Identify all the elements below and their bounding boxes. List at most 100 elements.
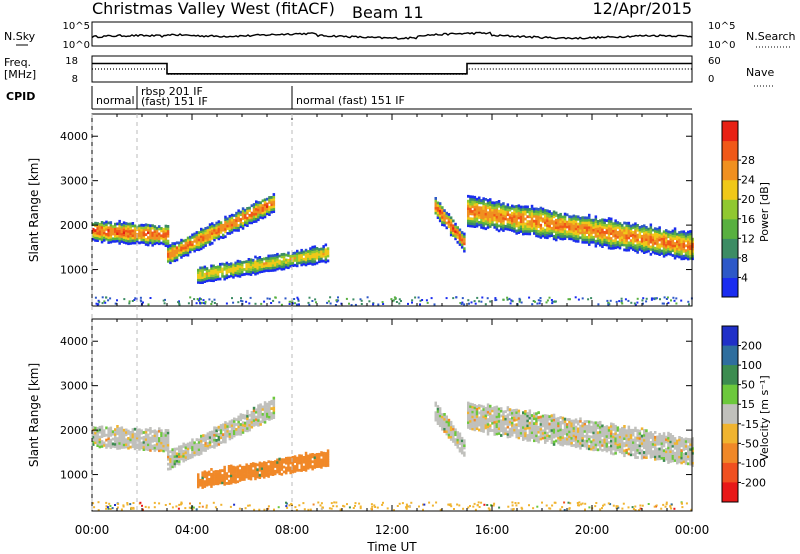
echo-cell bbox=[629, 227, 633, 230]
echo-cell bbox=[318, 253, 321, 256]
echo-cell bbox=[193, 441, 196, 445]
echo-cell bbox=[236, 264, 240, 268]
echo-cell bbox=[473, 423, 477, 427]
echo-cell bbox=[585, 446, 589, 450]
echo-cell bbox=[217, 232, 221, 236]
echo-cell bbox=[533, 224, 536, 228]
echo-cell bbox=[237, 430, 240, 433]
echo-cell bbox=[572, 219, 576, 223]
echo-cell bbox=[585, 218, 589, 222]
echo-cell bbox=[517, 231, 521, 234]
scatter-cell bbox=[666, 296, 669, 299]
echo-cell bbox=[197, 241, 201, 244]
echo-cell bbox=[160, 446, 163, 450]
echo-cell bbox=[557, 436, 560, 440]
echo-cell bbox=[469, 219, 472, 223]
echo-cell bbox=[484, 222, 488, 226]
echo-cell bbox=[111, 230, 115, 233]
echo-cell bbox=[280, 460, 284, 464]
echo-cell bbox=[577, 434, 580, 438]
echo-cell bbox=[103, 231, 106, 235]
echo-cell bbox=[249, 462, 253, 466]
echo-cell bbox=[524, 212, 527, 216]
echo-cell bbox=[568, 437, 571, 441]
scatter-cell bbox=[655, 297, 657, 300]
echo-cell bbox=[667, 242, 670, 246]
echo-cell bbox=[645, 228, 648, 232]
echo-cell bbox=[528, 438, 532, 442]
echo-cell bbox=[302, 260, 306, 263]
echo-cell bbox=[109, 238, 113, 242]
echo-cell bbox=[515, 408, 518, 412]
echo-cell bbox=[495, 225, 499, 229]
echo-cell bbox=[118, 241, 121, 245]
echo-cell bbox=[522, 421, 525, 424]
echo-cell bbox=[649, 441, 653, 444]
echo-cell bbox=[269, 261, 273, 265]
echo-cell bbox=[528, 409, 532, 413]
echo-cell bbox=[684, 232, 688, 235]
echo-cell bbox=[258, 466, 262, 470]
echo-cell bbox=[480, 201, 483, 205]
echo-cell bbox=[467, 404, 470, 407]
echo-cell bbox=[579, 432, 582, 435]
echo-cell bbox=[227, 267, 231, 271]
echo-cell bbox=[255, 415, 258, 419]
scatter-cell bbox=[419, 299, 422, 302]
echo-cell bbox=[632, 446, 635, 449]
echo-cell bbox=[550, 414, 554, 418]
echo-cell bbox=[293, 465, 297, 468]
echo-cell bbox=[118, 234, 121, 238]
echo-cell bbox=[252, 261, 255, 265]
echo-cell bbox=[629, 234, 633, 238]
echo-cell bbox=[570, 441, 573, 445]
echo-cell bbox=[475, 415, 479, 418]
echo-cell bbox=[651, 445, 655, 449]
scatter-cell bbox=[636, 301, 639, 304]
echo-cell bbox=[238, 260, 242, 263]
echo-cell bbox=[539, 233, 543, 237]
echo-cell bbox=[441, 427, 444, 431]
scatter-cell bbox=[536, 302, 539, 305]
echo-cell bbox=[213, 445, 216, 449]
echo-cell bbox=[252, 406, 256, 410]
echo-cell bbox=[645, 429, 648, 433]
echo-cell bbox=[662, 434, 666, 438]
echo-cell bbox=[144, 240, 148, 244]
scatter-cell bbox=[528, 296, 531, 299]
scatter-cell bbox=[554, 501, 557, 504]
echo-cell bbox=[291, 468, 295, 471]
echo-cell bbox=[599, 447, 602, 451]
echo-cell bbox=[557, 218, 560, 222]
echo-cell bbox=[526, 416, 529, 420]
echo-cell bbox=[255, 207, 258, 211]
echo-cell bbox=[249, 270, 253, 274]
echo-cell bbox=[127, 242, 130, 246]
echo-cell bbox=[131, 440, 135, 444]
echo-cell bbox=[230, 433, 234, 437]
echo-cell bbox=[195, 238, 199, 242]
echo-cell bbox=[680, 232, 683, 236]
echo-cell bbox=[438, 202, 442, 205]
echo-cell bbox=[669, 438, 672, 441]
echo-cell bbox=[665, 251, 668, 254]
echo-cell bbox=[180, 450, 183, 453]
echo-cell bbox=[583, 226, 587, 229]
echo-cell bbox=[203, 480, 207, 483]
echo-cell bbox=[502, 420, 505, 424]
echo-cell bbox=[129, 222, 132, 226]
echo-cell bbox=[144, 445, 148, 449]
scatter-cell bbox=[354, 502, 357, 505]
echo-cell bbox=[599, 243, 602, 247]
echo-cell bbox=[197, 278, 200, 282]
echo-cell bbox=[125, 222, 128, 225]
echo-cell bbox=[197, 438, 201, 442]
echo-cell bbox=[184, 448, 188, 452]
echo-cell bbox=[640, 449, 644, 453]
echo-cell bbox=[216, 270, 220, 274]
scatter-cell bbox=[133, 299, 136, 301]
echo-cell bbox=[473, 203, 477, 206]
echo-cell bbox=[200, 230, 203, 233]
echo-cell bbox=[162, 235, 165, 238]
echo-cell bbox=[243, 468, 246, 471]
